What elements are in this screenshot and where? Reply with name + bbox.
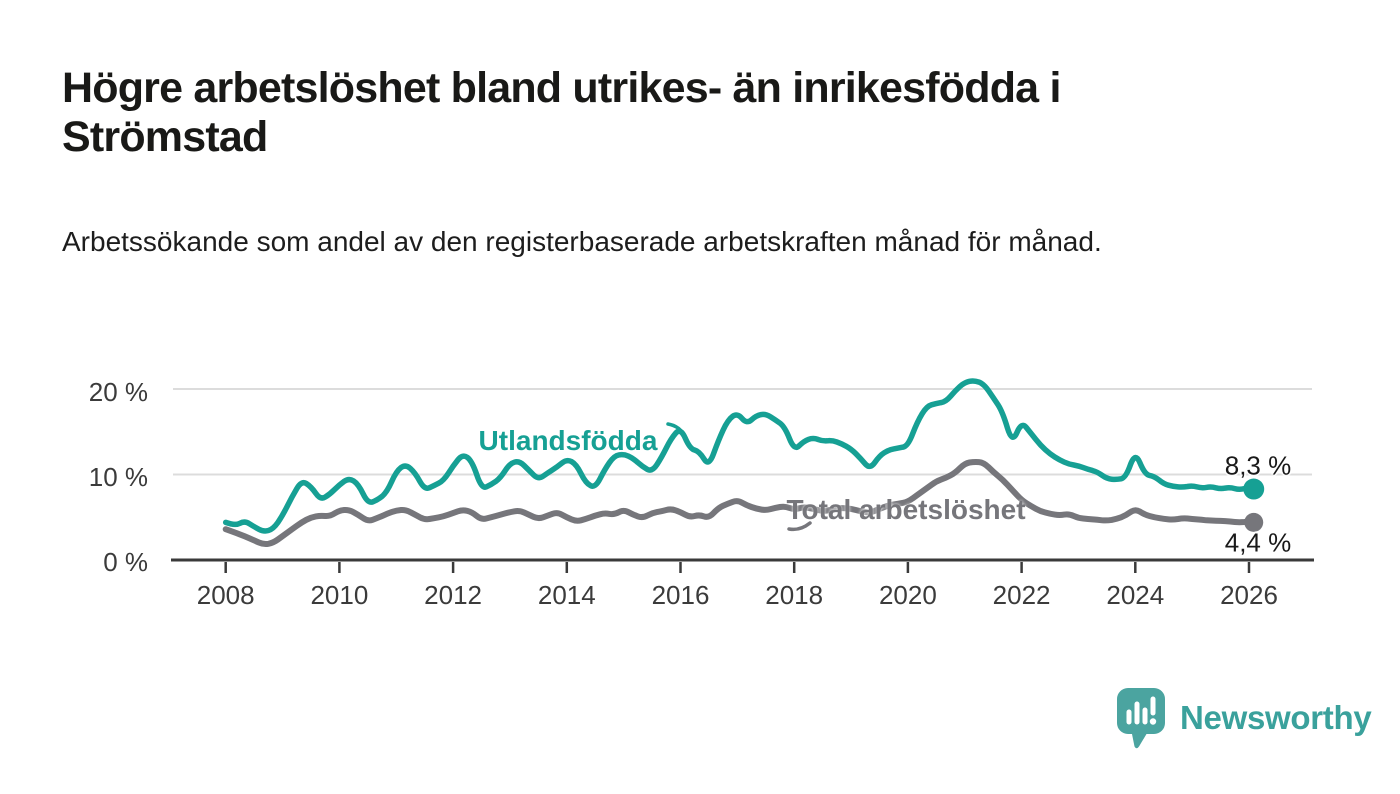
x-axis-tick-label: 2008 [196, 580, 255, 610]
line-series-utlandsfodda [222, 378, 1257, 534]
x-axis-tick-label: 2012 [424, 580, 483, 610]
x-axis-tick-label: 2024 [1106, 580, 1165, 610]
label-arrow-total [787, 521, 812, 532]
x-axis-tick-label: 2022 [992, 580, 1051, 610]
y-axis-tick-label-0: 0 % [103, 547, 148, 577]
x-axis-tick-label: 2016 [651, 580, 710, 610]
series-label-total-arbetsloshet: Total arbetslöshet [786, 494, 1026, 525]
page-title: Högre arbetslöshet bland utrikes- än inr… [62, 64, 1061, 161]
end-value-label-utlandsfodda: 8,3 % [1224, 450, 1292, 481]
label-arrow-utlandsfodda [666, 422, 687, 439]
end-dot-utlandsfodda [1243, 478, 1265, 500]
x-axis-tick-label: 2010 [310, 580, 369, 610]
x-axis-tick-label: 2018 [765, 580, 824, 610]
y-axis-tick-label-20: 20 % [88, 377, 148, 407]
chart-subtitle: Arbetssökande som andel av den registerb… [62, 226, 1102, 257]
newsworthy-speech-bubble-chart-icon [1116, 687, 1166, 749]
end-value-label-total: 4,4 % [1224, 527, 1292, 558]
x-axis-tick-label: 2020 [878, 580, 937, 610]
newsworthy-logo: Newsworthy [1116, 685, 1372, 751]
series-label-utlandsfodda: Utlandsfödda [478, 425, 658, 456]
line-series-total [222, 458, 1257, 548]
y-axis-tick-label-10: 10 % [88, 462, 148, 492]
x-axis-tick-label: 2014 [537, 580, 596, 610]
end-dot-total [1244, 512, 1264, 532]
x-axis-tick-label: 2026 [1220, 580, 1278, 610]
newsworthy-wordmark: Newsworthy [1180, 699, 1372, 736]
